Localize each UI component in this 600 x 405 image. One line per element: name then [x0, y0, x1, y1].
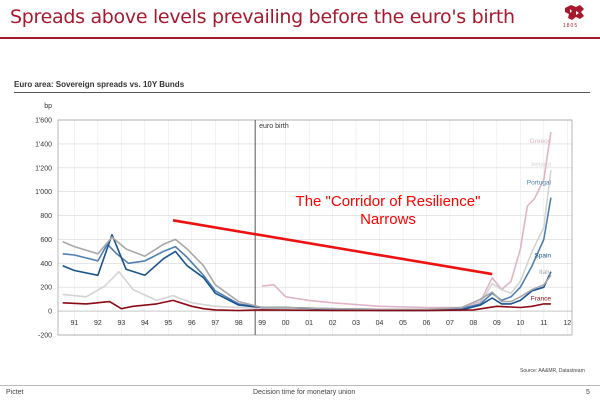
y-tick-label: 200 — [40, 285, 52, 292]
x-tick-label: 10 — [516, 320, 524, 327]
page-number: 5 — [586, 389, 590, 396]
x-tick-label: 97 — [211, 320, 219, 327]
series-label-greece: Greece — [530, 138, 552, 145]
y-tick-label: 400 — [40, 261, 52, 268]
x-tick-label: 94 — [141, 320, 149, 327]
lion-crest-icon — [565, 5, 584, 20]
y-tick-label: 1'000 — [35, 189, 52, 196]
subtitle-divider — [14, 92, 590, 93]
x-tick-label: 02 — [329, 320, 337, 327]
footer-title: Decision time for monetary union — [253, 389, 356, 396]
x-tick-label: 09 — [493, 320, 501, 327]
series-label-italy: Italy — [539, 269, 552, 276]
x-tick-label: 03 — [352, 320, 360, 327]
euro-birth-label: euro birth — [259, 123, 289, 130]
corridor-trend-line — [172, 219, 493, 276]
spreads-chart: bp-20002004006008001'0001'2001'4001'6009… — [35, 103, 573, 340]
series-label-portugal: Portugal — [527, 180, 552, 187]
x-tick-label: 98 — [235, 320, 243, 327]
series-line-italy — [62, 236, 552, 311]
x-tick-label: 12 — [563, 320, 571, 327]
footer-divider — [0, 385, 600, 386]
series-label-spain: Spain — [534, 252, 551, 259]
plot-frame — [57, 119, 573, 336]
series-line-portugal — [62, 197, 552, 311]
x-tick-label: 06 — [423, 320, 431, 327]
annotation-line-1: The "Corridor of Resilience" — [296, 193, 481, 210]
x-tick-label: 95 — [164, 320, 172, 327]
y-tick-label: 800 — [40, 213, 52, 220]
x-tick-label: 92 — [94, 320, 102, 327]
title-divider — [0, 37, 600, 39]
x-tick-label: 11 — [540, 320, 547, 327]
x-tick-label: 91 — [71, 320, 79, 327]
chart-subtitle: Euro area: Sovereign spreads vs. 10Y Bun… — [14, 80, 185, 89]
y-tick-label: 0 — [48, 309, 52, 316]
series-label-ireland: Ireland — [531, 162, 551, 169]
x-tick-label: 96 — [188, 320, 196, 327]
source-note: Source: AA&MR, Datastream — [520, 368, 585, 374]
x-tick-label: 08 — [470, 320, 478, 327]
x-tick-label: 93 — [117, 320, 125, 327]
series-label-france: France — [531, 295, 552, 302]
x-tick-label: 04 — [376, 320, 384, 327]
series-line-france — [62, 299, 551, 312]
y-tick-label: 600 — [40, 237, 52, 244]
y-tick-label: 1'200 — [35, 165, 52, 172]
x-tick-label: 00 — [282, 320, 290, 327]
annotation-line-2: Narrows — [360, 211, 416, 228]
y-tick-label: 1'600 — [35, 118, 52, 125]
slide-title: Spreads above levels prevailing before t… — [10, 6, 515, 28]
y-axis-label: bp — [44, 103, 52, 110]
y-tick-label: 1'400 — [35, 141, 52, 148]
footer-brand: Pictet — [6, 389, 24, 396]
series-line-ireland — [62, 170, 552, 312]
logo-year: 1805 — [563, 23, 579, 29]
x-tick-label: 05 — [399, 320, 407, 327]
series-line-greece — [262, 131, 552, 309]
x-tick-label: 07 — [446, 320, 454, 327]
x-tick-label: 99 — [258, 320, 266, 327]
x-tick-label: 01 — [305, 320, 313, 327]
y-tick-label: -200 — [38, 333, 52, 340]
